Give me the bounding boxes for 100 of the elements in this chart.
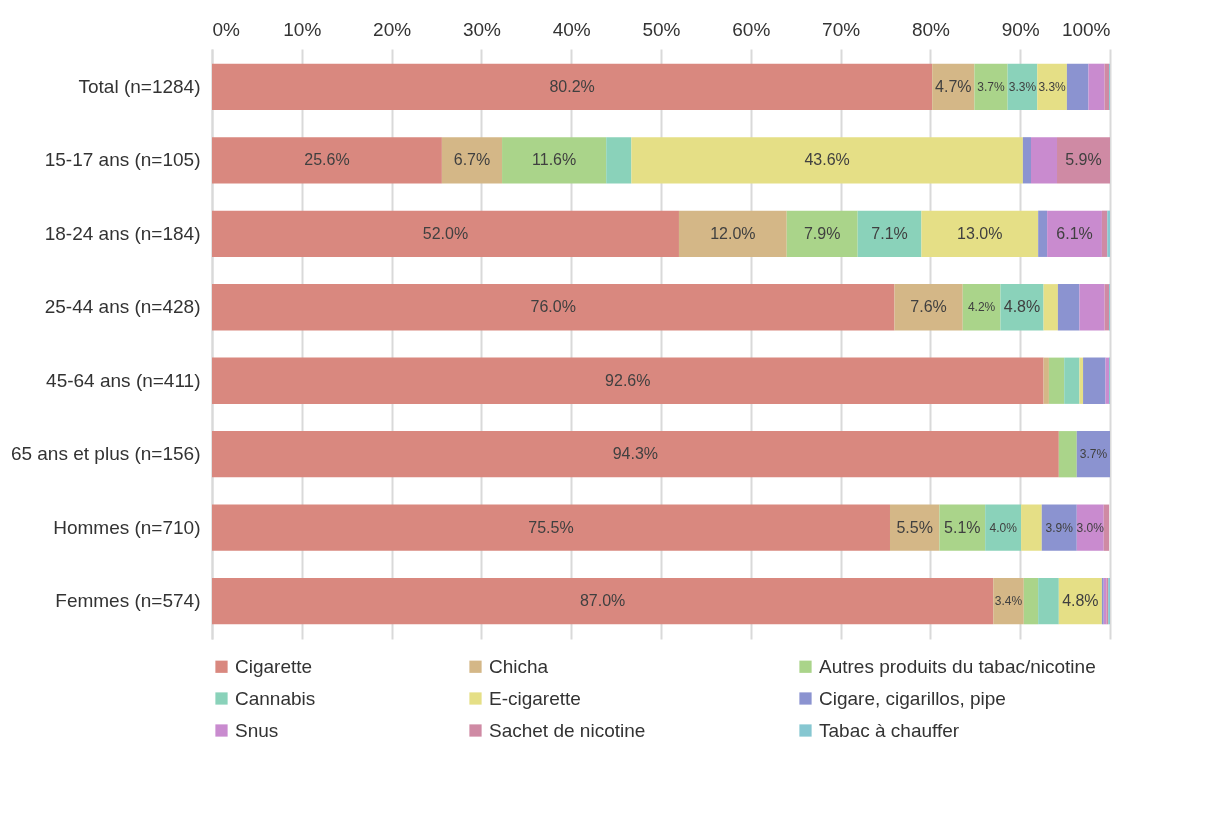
bar xyxy=(1038,210,1048,257)
bar xyxy=(212,63,933,110)
bar xyxy=(1066,63,1089,110)
data-label: 94.3% xyxy=(612,445,659,463)
data-label: 5.1% xyxy=(944,518,981,536)
data-label: 3.3% xyxy=(1038,79,1067,94)
bar xyxy=(212,357,1044,404)
data-label: 11.6% xyxy=(532,151,577,169)
bar xyxy=(606,137,632,184)
x-tick-label: 60% xyxy=(732,18,771,40)
y-tick-label: Femmes (n=574) xyxy=(55,590,201,612)
data-label: 3.4% xyxy=(994,594,1023,609)
data-label: 4.8% xyxy=(1062,592,1099,610)
bar xyxy=(1079,357,1084,404)
bar xyxy=(631,137,1023,184)
bar xyxy=(1048,357,1065,404)
legend-label: Cannabis xyxy=(235,687,316,709)
bar xyxy=(921,210,1039,257)
y-tick-label: 65 ans et plus (n=156) xyxy=(10,443,201,465)
data-label: 80.2% xyxy=(549,77,595,95)
data-label: 4.2% xyxy=(967,300,996,315)
data-label: 5.9% xyxy=(1065,151,1102,169)
bar xyxy=(1030,137,1058,184)
data-label: 12.0% xyxy=(710,224,756,242)
legend-label: Cigare, cigarillos, pipe xyxy=(819,687,1006,709)
bar xyxy=(939,504,986,551)
data-label: 3.7% xyxy=(1079,447,1108,462)
bar xyxy=(1104,284,1110,331)
legend-label: Tabac à chauffer xyxy=(819,719,960,741)
bar xyxy=(857,210,922,257)
bar xyxy=(1057,284,1080,331)
bar xyxy=(502,137,607,184)
bar xyxy=(1000,284,1044,331)
bar xyxy=(1079,284,1105,331)
x-tick-label: 50% xyxy=(642,18,681,40)
legend-label: Sachet de nicotine xyxy=(489,719,646,741)
bar xyxy=(212,210,679,257)
bar xyxy=(212,431,1059,478)
y-tick-label: 15-17 ans (n=105) xyxy=(44,149,201,171)
bar xyxy=(1064,357,1080,404)
bar xyxy=(1088,63,1105,110)
bar xyxy=(1107,210,1110,257)
legend-label: Cigarette xyxy=(235,655,313,677)
legend-label: E-cigarette xyxy=(489,687,581,709)
bar xyxy=(1021,504,1042,551)
y-tick-label: Total (n=1284) xyxy=(78,75,201,97)
data-label: 7.1% xyxy=(871,224,908,242)
bar xyxy=(1057,137,1110,184)
data-label: 13.0% xyxy=(957,224,1003,242)
x-tick-label: 30% xyxy=(462,18,502,40)
data-label: 25.6% xyxy=(304,151,350,169)
x-tick-label: 0% xyxy=(212,18,241,40)
legend-label: Autres produits du tabac/nicotine xyxy=(819,655,1096,677)
data-label: 4.8% xyxy=(1003,298,1041,316)
bar xyxy=(1101,210,1108,257)
data-label: 3.3% xyxy=(1008,79,1037,94)
data-label: 3.7% xyxy=(977,79,1006,94)
bar xyxy=(974,63,1008,110)
data-label: 43.6% xyxy=(804,151,850,169)
x-tick-label: 10% xyxy=(283,18,322,40)
data-label: 4.7% xyxy=(935,77,972,95)
bar xyxy=(212,504,890,551)
data-label: 6.7% xyxy=(453,151,491,169)
y-tick-label: 18-24 ans (n=184) xyxy=(44,222,201,244)
bar xyxy=(1043,284,1058,331)
data-label: 87.0% xyxy=(579,592,626,610)
data-label: 6.1% xyxy=(1056,224,1093,242)
data-label: 75.5% xyxy=(528,518,574,536)
bar xyxy=(1041,504,1077,551)
data-label: 3.9% xyxy=(1045,520,1074,535)
bar xyxy=(678,210,787,257)
bar xyxy=(786,210,858,257)
data-label: 3.0% xyxy=(1076,520,1105,535)
data-label: 5.5% xyxy=(896,518,933,536)
x-tick-label: 70% xyxy=(822,18,861,40)
x-tick-label: 90% xyxy=(1001,18,1040,40)
bar xyxy=(1058,431,1077,478)
bar xyxy=(212,137,442,184)
legend-label: Chicha xyxy=(489,655,549,677)
data-label: 7.9% xyxy=(803,224,841,242)
data-label: 92.6% xyxy=(605,371,651,389)
x-tick-label: 20% xyxy=(373,18,412,40)
bar xyxy=(1022,137,1031,184)
bar xyxy=(1103,504,1110,551)
bar xyxy=(1023,578,1039,625)
bar xyxy=(1047,210,1102,257)
legend-label: Snus xyxy=(235,719,279,741)
data-label: 4.0% xyxy=(989,520,1018,535)
data-label: 76.0% xyxy=(530,298,576,316)
bar xyxy=(1076,431,1110,478)
x-tick-label: 80% xyxy=(911,18,951,40)
bar xyxy=(212,284,895,331)
y-tick-label: 45-64 ans (n=411) xyxy=(46,369,201,391)
bar xyxy=(441,137,503,184)
bar xyxy=(993,578,1024,625)
data-label: 7.6% xyxy=(910,298,947,316)
bar xyxy=(894,284,963,331)
bar xyxy=(1083,357,1106,404)
x-tick-label: 40% xyxy=(552,18,591,40)
bar xyxy=(212,578,994,625)
